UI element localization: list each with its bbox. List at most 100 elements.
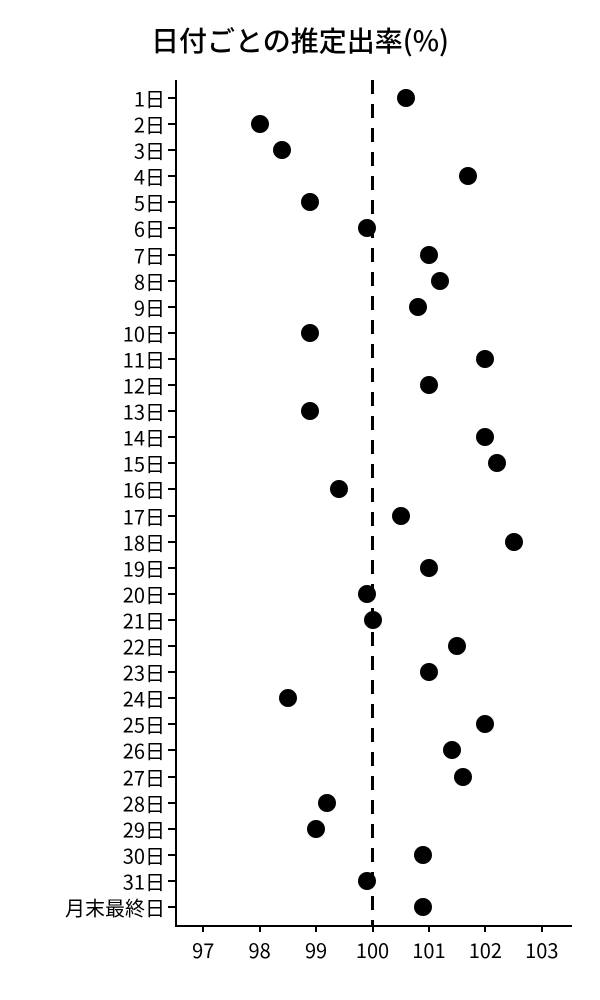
reference-line <box>371 272 374 286</box>
y-tick-label: 25日 <box>0 710 165 739</box>
x-tick-mark <box>372 925 374 932</box>
reference-line <box>371 536 374 550</box>
reference-line <box>371 752 374 766</box>
reference-line <box>371 368 374 382</box>
reference-line <box>371 896 374 910</box>
data-point <box>476 350 494 368</box>
y-tick-label: 23日 <box>0 658 165 687</box>
x-tick-label: 99 <box>305 935 327 964</box>
y-tick-mark <box>168 541 175 543</box>
x-tick-label: 97 <box>192 935 214 964</box>
x-tick-label: 101 <box>412 935 445 964</box>
y-tick-mark <box>168 828 175 830</box>
y-tick-mark <box>168 201 175 203</box>
x-tick-label: 98 <box>249 935 271 964</box>
y-tick-label: 17日 <box>0 501 165 530</box>
data-point <box>459 167 477 185</box>
x-tick-mark <box>428 925 430 932</box>
y-tick-mark <box>168 97 175 99</box>
y-tick-label: 14日 <box>0 423 165 452</box>
reference-line <box>371 560 374 574</box>
data-point <box>392 507 410 525</box>
reference-line <box>371 416 374 430</box>
data-point <box>358 872 376 890</box>
y-tick-label: 2日 <box>0 110 165 139</box>
reference-line <box>371 776 374 790</box>
y-tick-label: 月末最終日 <box>0 893 165 922</box>
reference-line <box>371 656 374 670</box>
y-tick-mark <box>168 227 175 229</box>
data-point <box>476 428 494 446</box>
data-point <box>279 689 297 707</box>
y-tick-mark <box>168 880 175 882</box>
data-point <box>307 820 325 838</box>
y-tick-label: 10日 <box>0 318 165 347</box>
y-tick-mark <box>168 697 175 699</box>
y-tick-label: 12日 <box>0 371 165 400</box>
reference-line <box>371 680 374 694</box>
data-point <box>273 141 291 159</box>
reference-line <box>371 632 374 646</box>
reference-line <box>371 440 374 454</box>
y-tick-label: 9日 <box>0 292 165 321</box>
data-point <box>420 663 438 681</box>
y-tick-label: 3日 <box>0 136 165 165</box>
reference-line <box>371 512 374 526</box>
y-tick-mark <box>168 802 175 804</box>
data-point <box>318 794 336 812</box>
data-point <box>454 768 472 786</box>
data-point <box>420 246 438 264</box>
data-point <box>448 637 466 655</box>
y-tick-label: 7日 <box>0 240 165 269</box>
y-tick-mark <box>168 384 175 386</box>
data-point <box>397 89 415 107</box>
reference-line <box>371 704 374 718</box>
y-tick-mark <box>168 175 175 177</box>
y-tick-mark <box>168 123 175 125</box>
data-point <box>409 298 427 316</box>
data-point <box>476 715 494 733</box>
data-point <box>420 559 438 577</box>
x-tick-mark <box>315 925 317 932</box>
y-tick-mark <box>168 462 175 464</box>
y-tick-label: 26日 <box>0 736 165 765</box>
y-tick-mark <box>168 567 175 569</box>
y-tick-label: 31日 <box>0 866 165 895</box>
y-tick-mark <box>168 254 175 256</box>
reference-line <box>371 176 374 190</box>
y-tick-label: 30日 <box>0 840 165 869</box>
x-tick-mark <box>202 925 204 932</box>
y-tick-mark <box>168 723 175 725</box>
x-tick-mark <box>259 925 261 932</box>
y-tick-label: 15日 <box>0 449 165 478</box>
reference-line <box>371 152 374 166</box>
y-tick-mark <box>168 749 175 751</box>
data-point <box>364 611 382 629</box>
y-tick-mark <box>168 332 175 334</box>
reference-line <box>371 104 374 118</box>
reference-line <box>371 848 374 862</box>
y-tick-mark <box>168 410 175 412</box>
reference-line <box>371 824 374 838</box>
y-tick-mark <box>168 436 175 438</box>
x-tick-label: 103 <box>525 935 558 964</box>
y-tick-mark <box>168 906 175 908</box>
x-tick-label: 102 <box>469 935 502 964</box>
y-tick-mark <box>168 645 175 647</box>
data-point <box>301 193 319 211</box>
y-tick-label: 27日 <box>0 762 165 791</box>
y-tick-label: 28日 <box>0 788 165 817</box>
y-tick-mark <box>168 619 175 621</box>
y-tick-label: 4日 <box>0 162 165 191</box>
reference-line <box>371 80 374 94</box>
reference-line <box>371 464 374 478</box>
x-tick-mark <box>484 925 486 932</box>
reference-line <box>371 920 374 925</box>
y-tick-mark <box>168 671 175 673</box>
data-point <box>414 898 432 916</box>
reference-line <box>371 728 374 742</box>
reference-line <box>371 800 374 814</box>
data-point <box>431 272 449 290</box>
y-tick-label: 29日 <box>0 814 165 843</box>
reference-line <box>371 248 374 262</box>
